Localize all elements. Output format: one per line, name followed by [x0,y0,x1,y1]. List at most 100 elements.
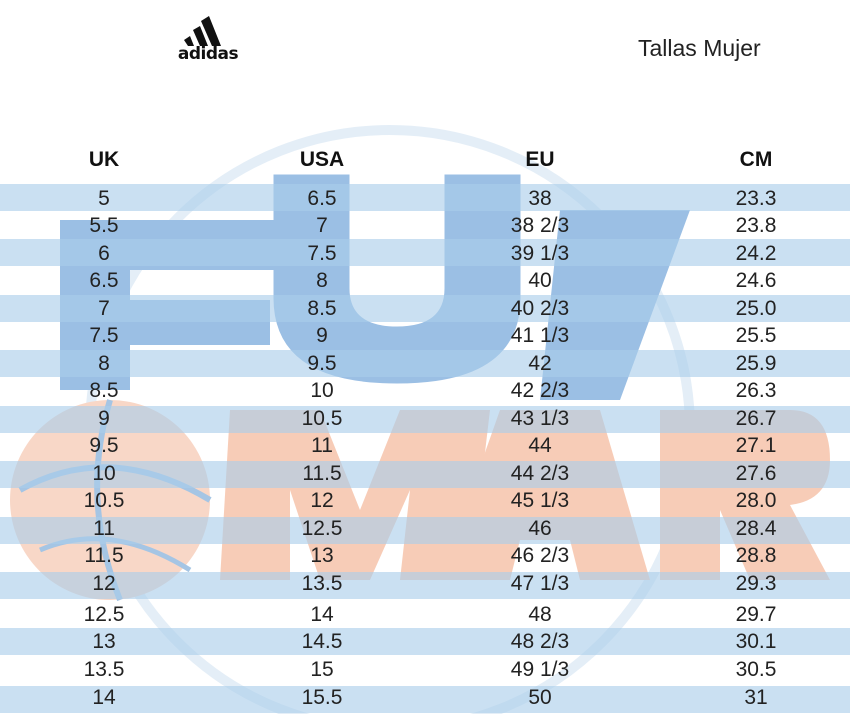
cell-eu: 46 [528,517,552,540]
table-row: 7 8.5 40 2/3 25.0 [0,297,850,323]
cell-cm: 30.1 [735,630,777,653]
cell-eu: 42 [528,352,552,375]
table-row: 13 14.5 48 2/3 30.1 [0,630,850,656]
cell-uk: 9.5 [89,434,119,457]
cell-usa: 15 [310,658,334,681]
cell-eu: 48 [528,603,552,626]
cell-uk: 10 [92,462,116,485]
column-header-uk: UK [88,148,120,171]
cell-uk: 11 [93,517,115,540]
adidas-logo-icon [184,16,221,46]
cell-cm: 25.0 [735,297,777,320]
stripe [0,184,850,211]
cell-uk: 12 [92,572,116,595]
cell-eu: 39 1/3 [510,242,570,265]
cell-uk: 11.5 [84,544,124,567]
table-row: 12.5 14 48 29.7 [0,603,850,629]
cell-usa: 8 [316,269,328,292]
table-row: 14 15.5 50 31 [0,686,850,712]
cell-cm: 23.8 [735,214,777,237]
cell-usa: 14 [310,603,334,626]
table-row: 8 9.5 42 25.9 [0,352,850,378]
stripe [0,572,850,599]
cell-usa: 8.5 [307,297,337,320]
stripe [0,517,850,544]
column-header-cm: CM [739,148,773,171]
cell-uk: 6.5 [89,269,119,292]
cell-cm: 29.7 [735,603,777,626]
cell-cm: 23.3 [735,187,777,210]
table-row: 5.5 7 38 2/3 23.8 [0,214,850,240]
cell-uk: 7.5 [89,324,119,347]
cell-cm: 24.6 [735,269,777,292]
cell-usa: 9.5 [307,352,337,375]
cell-usa: 13.5 [301,572,343,595]
cell-eu: 42 2/3 [510,379,570,402]
cell-cm: 26.3 [735,379,777,402]
stripe [0,239,850,266]
cell-cm: 27.1 [735,434,777,457]
page-title: Tallas Mujer [638,35,761,61]
cell-cm: 26.7 [735,407,777,430]
cell-eu: 40 2/3 [510,297,570,320]
table-row: 8.5 10 42 2/3 26.3 [0,379,850,405]
cell-eu: 50 [528,686,552,709]
cell-usa: 9 [316,324,328,347]
cell-eu: 41 1/3 [510,324,570,347]
stripe [0,406,850,433]
table-row: 11.5 13 46 2/3 28.8 [0,544,850,570]
cell-uk: 14 [92,686,116,709]
cell-uk: 5.5 [89,214,119,237]
cell-cm: 25.9 [735,352,777,375]
table-row: 7.5 9 41 1/3 25.5 [0,324,850,350]
cell-uk: 8 [98,352,110,375]
cell-uk: 8.5 [89,379,119,402]
cell-cm: 28.8 [735,544,777,567]
cell-usa: 15.5 [301,686,343,709]
cell-usa: 7 [316,214,328,237]
cell-uk: 9 [98,407,110,430]
cell-usa: 12.5 [301,517,343,540]
table-row: 11 12.5 46 28.4 [0,517,850,543]
adidas-logo: adidas [170,14,246,64]
cell-uk: 13 [92,630,116,653]
cell-uk: 10.5 [83,489,125,512]
table-row: 6.5 8 40 24.6 [0,269,850,295]
cell-eu: 40 [528,269,552,292]
stripe [0,686,850,713]
column-header-usa: USA [299,148,345,171]
stripe [0,628,850,655]
cell-uk: 12.5 [83,603,125,626]
cell-eu: 45 1/3 [510,489,570,512]
logo-wordmark: adidas [177,44,239,64]
cell-cm: 27.6 [735,462,777,485]
table-row: 9.5 11 44 27.1 [0,434,850,460]
cell-cm: 31 [744,686,768,709]
cell-uk: 13.5 [83,658,125,681]
table-row: 10.5 12 45 1/3 28.0 [0,489,850,515]
cell-usa: 11.5 [302,462,342,485]
cell-usa: 6.5 [307,187,337,210]
cell-cm: 25.5 [735,324,777,347]
table-header: UK USA EU CM [0,148,850,176]
cell-usa: 10 [310,379,334,402]
cell-usa: 10.5 [301,407,343,430]
cell-usa: 14.5 [301,630,343,653]
table-row: 13.5 15 49 1/3 30.5 [0,658,850,684]
cell-cm: 28.0 [735,489,777,512]
cell-usa: 11 [311,434,333,457]
cell-usa: 12 [310,489,334,512]
cell-usa: 7.5 [307,242,337,265]
table-row: 6 7.5 39 1/3 24.2 [0,242,850,268]
stripe [0,295,850,322]
cell-eu: 43 1/3 [510,407,570,430]
table-row: 9 10.5 43 1/3 26.7 [0,407,850,433]
cell-eu: 38 2/3 [510,214,570,237]
cell-cm: 30.5 [735,658,777,681]
table-row: 10 11.5 44 2/3 27.6 [0,462,850,488]
cell-eu: 46 2/3 [510,544,570,567]
stripe [0,461,850,488]
cell-usa: 13 [310,544,334,567]
